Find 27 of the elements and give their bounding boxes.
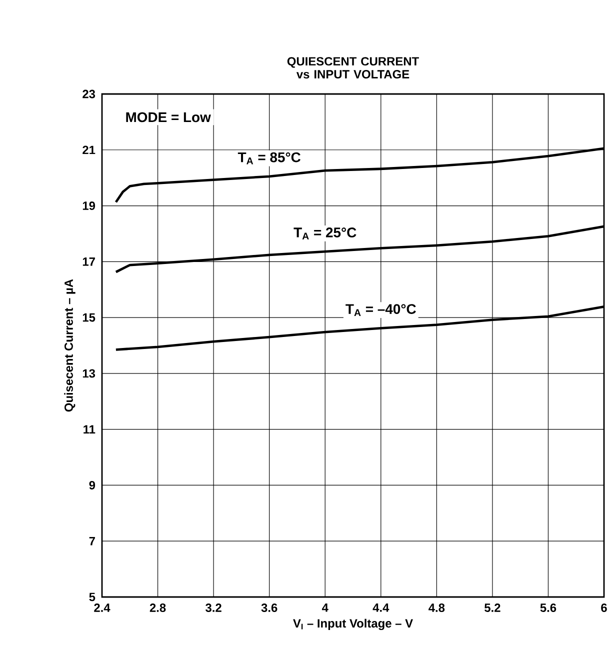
annotation: MODE = Low	[126, 112, 211, 122]
x-axis-title: V$_{I}$ – Input Voltage – V	[293, 618, 413, 630]
y-axis-title: Quisecent Current – µA	[64, 279, 76, 412]
y-tick-label: 9	[89, 480, 96, 490]
x-tick-label: 4.8	[428, 604, 445, 612]
y-tick-label: 17	[82, 258, 95, 266]
x-tick-label: 2.4	[94, 604, 110, 612]
y-tick-label: 11	[84, 425, 96, 434]
series-label: T$_{A}$ = 25°C	[294, 228, 356, 240]
x-tick-label: 2.8	[150, 604, 166, 612]
x-tick-label: 3.2	[206, 604, 222, 612]
series-label: T$_{A}$ = –40°C	[346, 304, 416, 316]
y-tick-label: 5	[89, 592, 96, 602]
chart-title: QUIESCENT CURRENT vs INPUT VOLTAGE	[287, 57, 419, 78]
y-tick-label: 19	[82, 202, 96, 210]
x-tick-label: 5.2	[484, 604, 500, 612]
x-tick-label: 5.6	[540, 604, 556, 612]
y-tick-label: 7	[89, 536, 95, 546]
y-tick-label: 21	[82, 146, 96, 154]
series-label: T$_{A}$ = 85°C	[238, 152, 300, 164]
x-tick-label: 4	[322, 604, 328, 612]
y-tick-label: 13	[82, 369, 96, 378]
x-tick-label: 4.4	[372, 604, 390, 612]
y-tick-label: 15	[82, 313, 96, 322]
x-tick-label: 3.6	[261, 604, 278, 612]
x-tick-label: 6	[601, 604, 607, 612]
y-tick-label: 23	[82, 90, 96, 98]
